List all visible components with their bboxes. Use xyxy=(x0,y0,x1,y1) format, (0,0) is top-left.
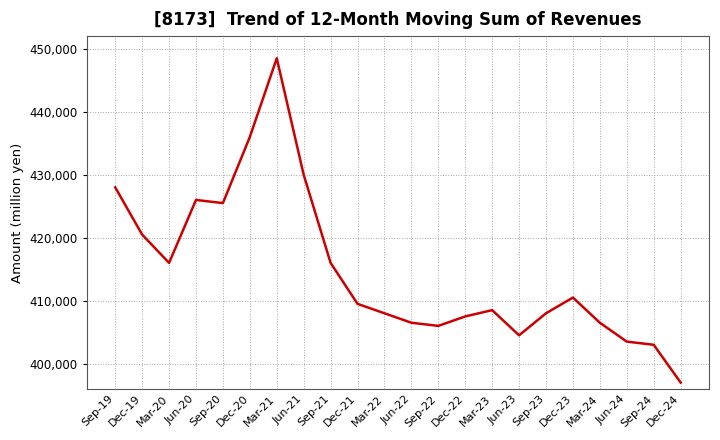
Y-axis label: Amount (million yen): Amount (million yen) xyxy=(11,143,24,282)
Title: [8173]  Trend of 12-Month Moving Sum of Revenues: [8173] Trend of 12-Month Moving Sum of R… xyxy=(154,11,642,29)
